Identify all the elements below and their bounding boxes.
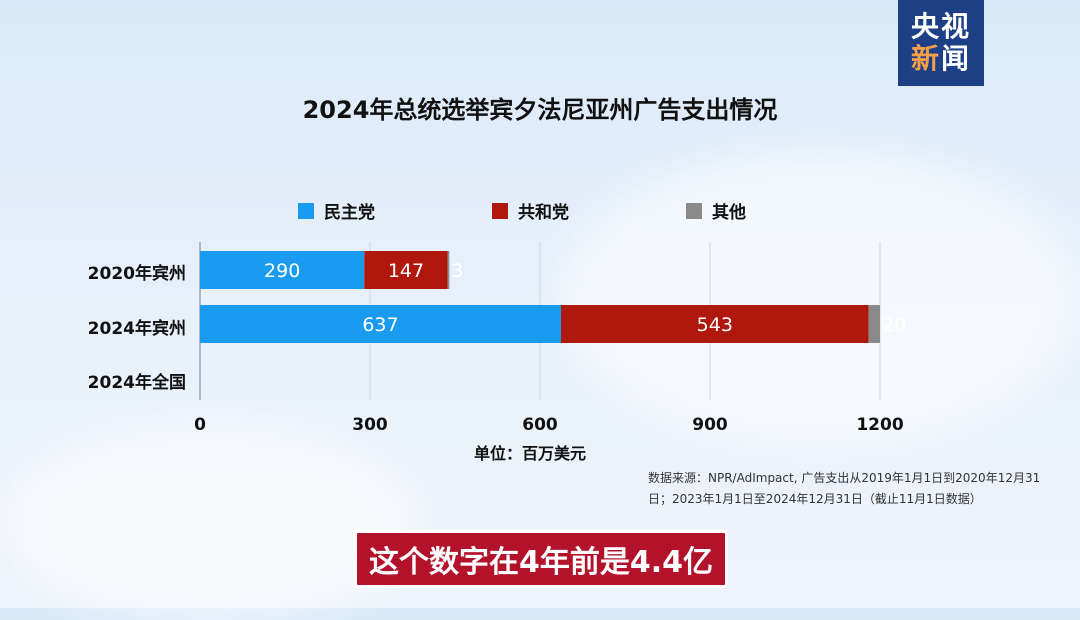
data-label: 147 <box>388 260 424 282</box>
data-source-note: 数据来源：NPR/AdImpact, 广告支出从2019年1月1日到2020年1… <box>648 471 1041 506</box>
legend-swatch-republican <box>492 202 508 219</box>
legend-item-republican: 共和党 <box>492 198 569 223</box>
data-label: 543 <box>697 314 733 336</box>
category-label: 2024年宾州 <box>87 319 186 339</box>
legend-label-republican: 共和党 <box>518 203 569 223</box>
cctv-news-logo: 央视 新闻 <box>898 0 984 86</box>
logo-line-2: 新闻 <box>898 43 984 75</box>
legend-item-democrat: 民主党 <box>298 198 375 223</box>
bar-segment <box>560 305 869 343</box>
legend-swatch-democrat <box>298 202 314 219</box>
x-tick-label: 1200 <box>856 415 903 435</box>
data-label: 637 <box>362 314 398 336</box>
data-label: 3 <box>451 260 463 282</box>
data-label: 290 <box>264 260 300 282</box>
logo-char-xin: 新 <box>910 42 941 75</box>
bar-segment <box>868 305 880 343</box>
chart-legend: 民主党 共和党 其他 <box>0 198 1080 224</box>
video-subtitle: 这个数字在4年前是4.4亿 <box>354 530 729 588</box>
chart-title: 2024年总统选举宾夕法尼亚州广告支出情况 <box>302 96 778 124</box>
bar-segment <box>364 251 448 289</box>
bar-segment <box>200 251 365 289</box>
x-tick-label: 0 <box>194 415 206 435</box>
logo-char-wen: 闻 <box>941 42 972 75</box>
x-tick-label: 300 <box>352 415 388 435</box>
x-tick-label: 600 <box>522 415 558 435</box>
x-tick-label: 900 <box>692 415 728 435</box>
legend-label-other: 其他 <box>712 203 746 223</box>
x-axis-unit-label: 单位：百万美元 <box>474 444 587 463</box>
legend-swatch-other <box>686 202 702 219</box>
logo-line-1: 央视 <box>910 10 971 43</box>
category-label: 2024年全国 <box>87 373 186 393</box>
legend-label-democrat: 民主党 <box>324 203 375 223</box>
background-cloud <box>0 420 420 620</box>
data-label: 20 <box>882 314 906 336</box>
bar-segment <box>200 305 561 343</box>
bar-segment <box>447 251 450 289</box>
category-label: 2020年宾州 <box>87 264 186 284</box>
background-cloud <box>560 150 1080 450</box>
legend-item-other: 其他 <box>686 198 746 223</box>
